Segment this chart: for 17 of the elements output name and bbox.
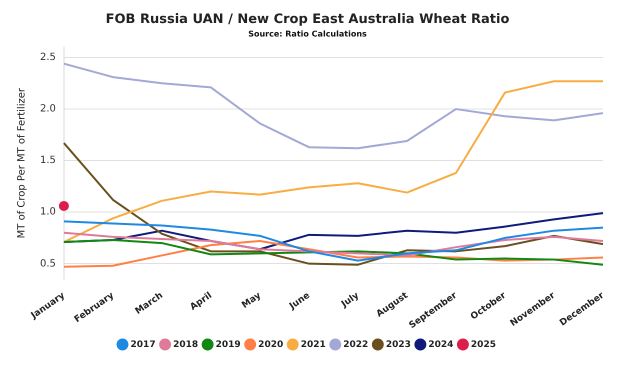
legend-label: 2022 <box>343 340 368 350</box>
legend-label: 2024 <box>428 340 454 350</box>
legend-label: 2025 <box>470 340 496 350</box>
legend-label: 2020 <box>258 340 284 350</box>
legend-label: 2018 <box>173 340 198 350</box>
y-axis-title: MT of Crop Per MT of Fertilizer <box>16 87 28 238</box>
legend-label: 2019 <box>216 340 241 350</box>
legend-label: 2023 <box>386 340 411 350</box>
legend-label: 2021 <box>300 340 326 350</box>
chart-subtitle: Source: Ratio Calculations <box>248 29 368 38</box>
y-tick-label: 0.5 <box>40 258 56 270</box>
y-tick-label: 1.5 <box>40 155 56 166</box>
y-tick-label: 1.0 <box>40 206 56 218</box>
chart-title: FOB Russia UAN / New Crop East Australia Wheat Ratio <box>106 12 510 28</box>
legend-label: 2017 <box>130 340 156 350</box>
y-tick-label: 2.5 <box>40 52 56 64</box>
y-tick-label: 2.0 <box>40 104 56 115</box>
